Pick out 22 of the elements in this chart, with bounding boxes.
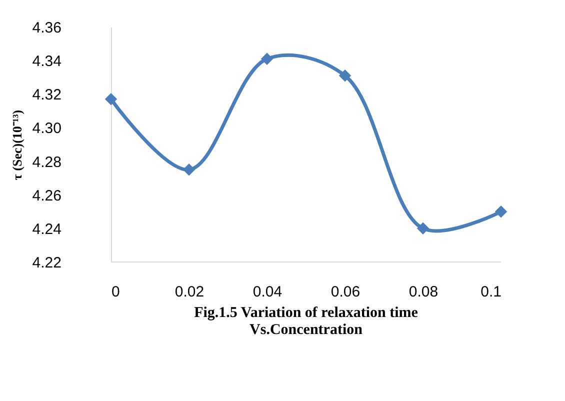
y-tick-label: 4.34 <box>32 53 62 70</box>
point <box>494 206 508 218</box>
x-tick-label: 0.1 <box>480 284 502 300</box>
text: Fig.1.5 Variation of relaxation time Vs.Concentration <box>194 305 418 338</box>
point <box>260 52 274 66</box>
x-tick-label: 0.08 <box>408 284 438 300</box>
y-tick-label: 4.22 <box>32 254 62 272</box>
x-tick-label: 0.02 <box>174 284 204 300</box>
x-tick-label: 0 <box>112 284 120 300</box>
point <box>182 164 196 176</box>
y-tick-label: 4.30 <box>32 120 62 138</box>
y-tick-label: 4.36 <box>32 20 62 36</box>
y-tick-label: 4.32 <box>32 86 62 104</box>
x-tick-label: 0.06 <box>330 284 360 300</box>
y-tick-label: 4.28 <box>32 154 62 171</box>
point <box>416 222 430 235</box>
point <box>104 93 118 106</box>
point <box>338 70 352 82</box>
y-tick-label: 4.26 <box>32 187 62 204</box>
y-tick-label: 4.24 <box>32 220 62 238</box>
y-axis-title: τ (Sec)(10⁻¹³) <box>9 110 24 180</box>
x-tick-label: 0.04 <box>252 284 282 300</box>
